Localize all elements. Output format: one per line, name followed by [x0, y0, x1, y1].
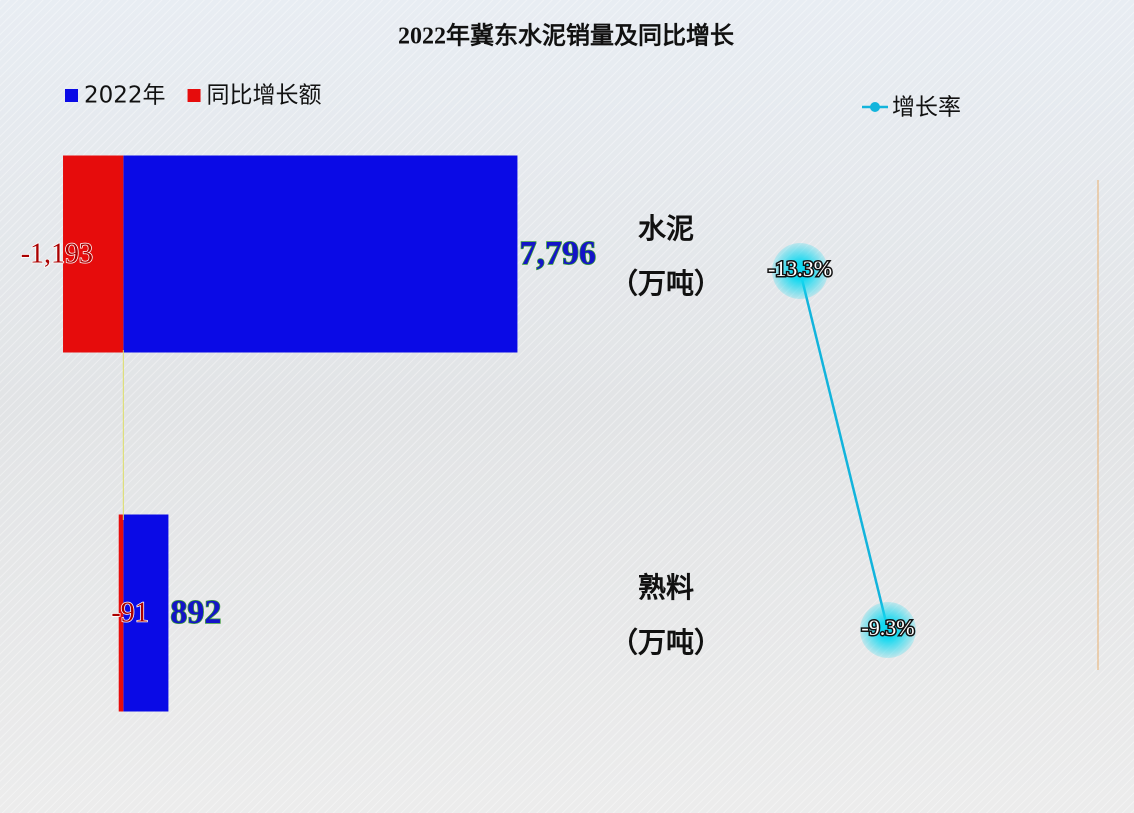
data-label: -9.3% — [861, 615, 914, 640]
line — [798, 270, 890, 631]
legend-label: 增长率 — [892, 95, 961, 121]
legend-swatch — [187, 89, 201, 102]
category-unit: （万吨） — [610, 626, 722, 659]
bar — [123, 514, 169, 712]
legend-label: 2022年 — [84, 83, 166, 109]
category-label: 水泥 — [638, 212, 694, 245]
category-label: 熟料 — [638, 571, 694, 604]
marker — [772, 243, 829, 299]
data-label: -1,193 — [21, 238, 93, 269]
legend-swatch — [65, 89, 78, 102]
data-label: -13.3% — [768, 256, 832, 281]
chart-title: 2022年冀东水泥销量及同比增长 — [398, 22, 735, 50]
marker — [859, 602, 916, 658]
bar — [123, 155, 518, 353]
bar — [63, 155, 124, 353]
category-unit: （万吨） — [610, 267, 722, 300]
data-label: 7,796 — [519, 235, 596, 272]
data-label: 892 — [170, 594, 221, 631]
bar — [118, 514, 124, 712]
legend-label: 同比增长额 — [207, 83, 322, 109]
data-label: -91 — [111, 597, 148, 628]
legend-swatch — [870, 102, 880, 112]
